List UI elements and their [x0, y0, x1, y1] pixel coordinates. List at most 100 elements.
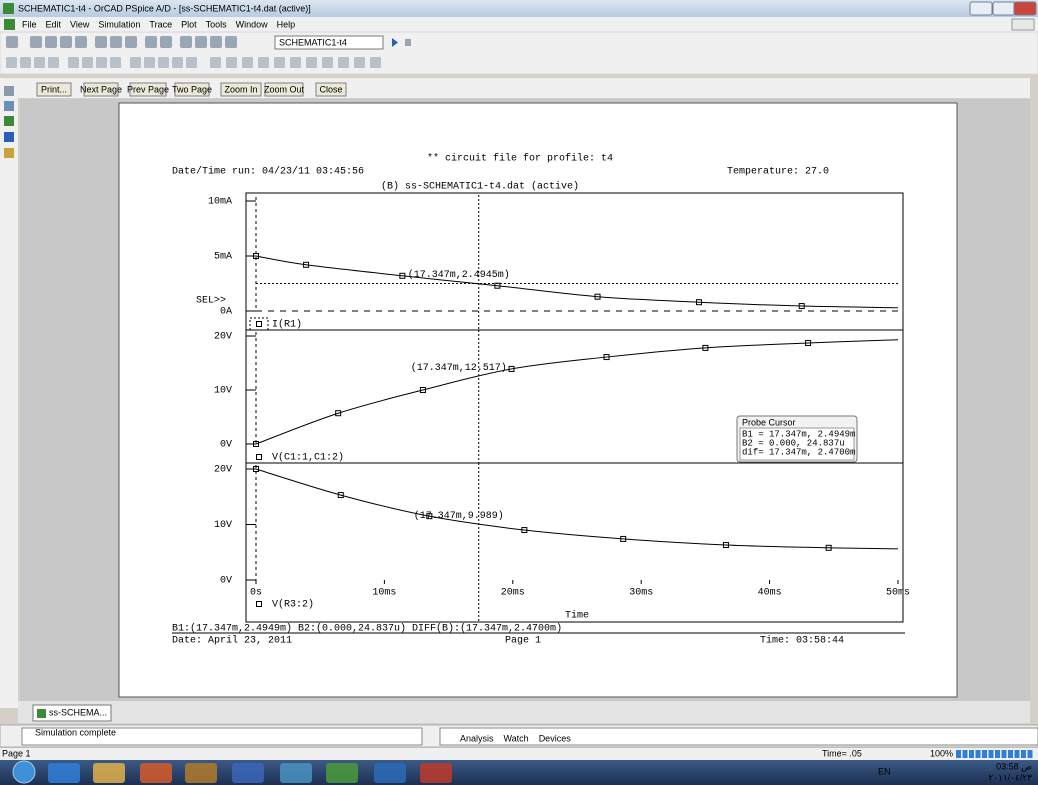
watch-pane: [440, 728, 1038, 745]
toolbar-icon[interactable]: [82, 57, 93, 68]
toolbar-icon[interactable]: [210, 36, 222, 48]
toolbar-icon[interactable]: [48, 57, 59, 68]
y-tick-label: 5mA: [214, 252, 232, 263]
taskbar-app[interactable]: [232, 763, 264, 783]
temperature: Temperature: 27.0: [727, 167, 829, 178]
progress-block: [956, 750, 961, 758]
toolbar-icon[interactable]: [370, 57, 381, 68]
menu-item[interactable]: Help: [277, 19, 296, 29]
side-icon[interactable]: [4, 132, 14, 142]
toolbar-icon[interactable]: [338, 57, 349, 68]
status-bar: [0, 748, 1038, 760]
side-icon[interactable]: [4, 101, 14, 111]
toolbar-icon[interactable]: [354, 57, 365, 68]
menu-item[interactable]: File: [22, 19, 37, 29]
toolbar-icon[interactable]: [186, 57, 197, 68]
menu-item[interactable]: Edit: [46, 19, 62, 29]
taskbar-app[interactable]: [48, 763, 80, 783]
sel-marker: SEL>>: [196, 296, 226, 307]
menu-item[interactable]: Tools: [206, 19, 228, 29]
x-tick-label: 0s: [250, 588, 262, 599]
taskbar-app[interactable]: [280, 763, 312, 783]
toolbar-icon[interactable]: [95, 36, 107, 48]
toolbar-icon[interactable]: [145, 36, 157, 48]
output-tab[interactable]: Watch: [504, 733, 529, 743]
toolbar-icon[interactable]: [6, 57, 17, 68]
toolbar-icon[interactable]: [160, 36, 172, 48]
toolbar-icon[interactable]: [158, 57, 169, 68]
toolbar-icon[interactable]: [20, 57, 31, 68]
menu-item[interactable]: Plot: [181, 19, 197, 29]
side-icon[interactable]: [4, 86, 14, 96]
toolbar-icon[interactable]: [110, 36, 122, 48]
taskbar-app[interactable]: [185, 763, 217, 783]
toolbar-icon[interactable]: [258, 57, 269, 68]
side-icon[interactable]: [4, 116, 14, 126]
toolbar-icon[interactable]: [226, 57, 237, 68]
close-button[interactable]: [1014, 2, 1036, 15]
progress-block: [982, 750, 987, 758]
toolbar-icon[interactable]: [306, 57, 317, 68]
menu-item[interactable]: Trace: [149, 19, 172, 29]
minimize-button[interactable]: [970, 2, 992, 15]
menu-item[interactable]: View: [70, 19, 90, 29]
toolbar-icon[interactable]: [6, 36, 18, 48]
menu-item[interactable]: Window: [236, 19, 269, 29]
preview-button-label[interactable]: Print...: [41, 84, 67, 94]
mdi-buttons: [1012, 19, 1034, 30]
toolbar-icon[interactable]: [144, 57, 155, 68]
run-info: Date/Time run: 04/23/11 03:45:56: [172, 166, 364, 178]
preview-button-label[interactable]: Prev Page: [127, 84, 169, 94]
preview-button-label[interactable]: Two Page: [172, 84, 212, 94]
menu-item[interactable]: Simulation: [98, 19, 140, 29]
side-icon[interactable]: [4, 148, 14, 158]
status-zoom: 100%: [930, 748, 953, 758]
start-button[interactable]: [13, 761, 35, 783]
toolbar-icon[interactable]: [45, 36, 57, 48]
output-tab[interactable]: Analysis: [460, 733, 494, 743]
maximize-button[interactable]: [993, 2, 1015, 15]
preview-button-label[interactable]: Next Page: [80, 84, 122, 94]
file-label: (B) ss-SCHEMATIC1-t4.dat (active): [381, 181, 579, 193]
profile-name: SCHEMATIC1-t4: [279, 37, 347, 47]
toolbar-icon[interactable]: [125, 36, 137, 48]
toolbar-icon[interactable]: [274, 57, 285, 68]
y-tick-label: 10V: [214, 520, 232, 531]
toolbar-icon[interactable]: [75, 36, 87, 48]
taskbar-app[interactable]: [326, 763, 358, 783]
toolbar-icon[interactable]: [195, 36, 207, 48]
y-tick-label: 0V: [220, 440, 232, 451]
output-tab[interactable]: Devices: [539, 733, 572, 743]
toolbar-icon[interactable]: [225, 36, 237, 48]
page: {"app": {"title": "SCHEMATIC1-t4 - OrCAD…: [0, 0, 1038, 785]
preview-button-label[interactable]: Zoom In: [224, 84, 257, 94]
progress-block: [969, 750, 974, 758]
preview-button-label[interactable]: Close: [319, 84, 342, 94]
y-tick-label: 0V: [220, 576, 232, 587]
doc-tab-label[interactable]: ss-SCHEMA...: [49, 707, 107, 717]
toolbar-icon[interactable]: [130, 57, 141, 68]
toolbar-icon[interactable]: [172, 57, 183, 68]
toolbar-icon[interactable]: [290, 57, 301, 68]
toolbar-icon[interactable]: [68, 57, 79, 68]
toolbar-icon[interactable]: [60, 36, 72, 48]
preview-button-label[interactable]: Zoom Out: [264, 84, 305, 94]
progress-block: [1015, 750, 1020, 758]
cursor-label: (17.347m,2.4945m): [408, 269, 510, 281]
toolbar-icon[interactable]: [110, 57, 121, 68]
doc-tab-icon: [37, 709, 46, 718]
y-tick-label: 20V: [214, 465, 232, 476]
toolbar-icon[interactable]: [34, 57, 45, 68]
taskbar-app[interactable]: [93, 763, 125, 783]
toolbar-icon[interactable]: [322, 57, 333, 68]
taskbar-app[interactable]: [140, 763, 172, 783]
x-tick-label: 40ms: [758, 588, 782, 599]
toolbar-icon[interactable]: [210, 57, 221, 68]
toolbar-icon[interactable]: [180, 36, 192, 48]
toolbar-icon[interactable]: [242, 57, 253, 68]
taskbar-app[interactable]: [420, 763, 452, 783]
pause-button[interactable]: [405, 39, 411, 46]
toolbar-icon[interactable]: [96, 57, 107, 68]
toolbar-icon[interactable]: [30, 36, 42, 48]
taskbar-app[interactable]: [374, 763, 406, 783]
